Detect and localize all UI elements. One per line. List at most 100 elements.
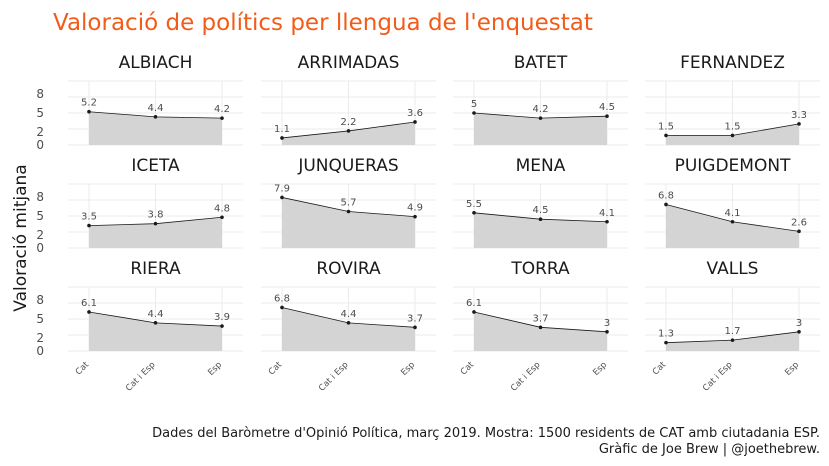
panel-title: ALBIACH xyxy=(119,53,193,73)
area-fill xyxy=(666,123,799,145)
data-point xyxy=(153,115,158,119)
panel-title: ROVIRA xyxy=(316,259,381,279)
data-label: 3.6 xyxy=(407,108,423,119)
data-point xyxy=(605,330,609,334)
data-point xyxy=(346,321,351,325)
data-label: 2.2 xyxy=(341,117,357,128)
x-tick-label: Cat i Esp xyxy=(124,360,158,394)
data-point xyxy=(538,325,543,330)
data-point xyxy=(472,310,476,314)
x-tick-label: Cat i Esp xyxy=(317,360,351,394)
x-tick-label: Esp xyxy=(783,360,801,378)
y-tick-label: 8 xyxy=(36,87,44,101)
panel-mena: MENA 5.5 4.5 4.1 xyxy=(453,156,628,249)
panel-title: PUIGDEMONT xyxy=(675,156,791,176)
data-point xyxy=(346,129,351,133)
data-label: 1.1 xyxy=(274,124,290,135)
data-label: 3.3 xyxy=(791,110,807,121)
area-fill xyxy=(89,111,222,145)
area-fill xyxy=(282,307,415,351)
data-point xyxy=(472,111,476,115)
caption-source: Dades del Baròmetre d'Opinió Política, m… xyxy=(152,426,820,441)
data-label: 3 xyxy=(604,318,610,329)
x-tick-label: Esp xyxy=(399,360,417,378)
data-point xyxy=(730,338,735,342)
panel-fernandez: FERNANDEZ 1.5 1.5 3.3 xyxy=(645,53,820,146)
data-point xyxy=(153,321,158,325)
data-label: 4.1 xyxy=(725,208,741,219)
data-label: 4.5 xyxy=(533,205,549,216)
data-point xyxy=(664,202,668,207)
panel-title: VALLS xyxy=(707,259,759,279)
data-point xyxy=(413,325,417,330)
panel-junqueras: JUNQUERAS 7.9 5.7 4.9 xyxy=(261,156,436,249)
y-tick-label: 0 xyxy=(36,241,44,255)
data-label: 5.7 xyxy=(341,198,357,209)
panel-albiach: ALBIACH 5.2 4.4 4.2 02 5 8 xyxy=(36,53,243,152)
area-fill xyxy=(282,121,415,145)
data-point xyxy=(538,116,543,120)
y-tick-label: 2 xyxy=(36,125,44,139)
data-point xyxy=(153,221,158,226)
data-label: 6.1 xyxy=(466,298,482,309)
y-tick-label: 2 xyxy=(36,228,44,242)
data-label: 3.7 xyxy=(533,313,549,324)
data-label: 4.8 xyxy=(214,203,230,214)
data-label: 3.8 xyxy=(148,210,164,221)
data-point xyxy=(413,214,417,219)
x-tick-label: Cat xyxy=(267,360,285,378)
panel-torra: TORRA 6.1 3.7 3 Cat Cat i Esp Esp xyxy=(453,259,628,394)
y-axis-label: Valoració mitjana xyxy=(11,164,31,311)
x-tick-label: Esp xyxy=(591,360,609,378)
data-point xyxy=(605,219,609,224)
data-label: 4.4 xyxy=(148,103,164,114)
caption-credit: Gràfic de Joe Brew | @joethebrew. xyxy=(599,442,820,457)
y-tick-label: 0 xyxy=(36,138,44,152)
y-tick-label: 8 xyxy=(36,293,44,307)
panel-batet: BATET 5 4.2 4.5 xyxy=(453,53,628,146)
data-label: 5.5 xyxy=(466,199,482,210)
y-tick-label: 5 xyxy=(36,312,44,326)
data-point xyxy=(87,109,91,114)
panel-title: BATET xyxy=(514,53,568,73)
data-point xyxy=(220,215,224,220)
area-fill xyxy=(474,311,607,351)
data-point xyxy=(346,209,351,214)
x-tick-label: Cat xyxy=(74,360,92,378)
data-point xyxy=(605,114,609,118)
data-point xyxy=(220,116,224,120)
panel-puigdemont: PUIGDEMONT 6.8 4.1 2.6 xyxy=(645,156,820,249)
data-point xyxy=(797,330,801,334)
data-point xyxy=(797,122,801,126)
data-label: 2.6 xyxy=(791,217,807,228)
data-label: 3 xyxy=(796,318,802,329)
panel-title: ARRIMADAS xyxy=(298,53,400,73)
x-tick-label: Cat xyxy=(651,360,669,378)
area-fill xyxy=(89,311,222,351)
data-label: 3.9 xyxy=(214,312,230,323)
data-point xyxy=(220,324,224,328)
data-label: 3.5 xyxy=(81,212,97,223)
x-tick-label: Cat xyxy=(459,360,477,378)
data-label: 3.7 xyxy=(407,313,423,324)
data-point xyxy=(472,211,476,215)
area-fill xyxy=(474,212,607,248)
area-fill xyxy=(474,113,607,145)
data-point xyxy=(664,133,668,138)
y-tick-label: 0 xyxy=(36,344,44,358)
data-label: 4.9 xyxy=(407,203,423,214)
data-label: 7.9 xyxy=(274,183,290,194)
data-label: 5.2 xyxy=(81,98,97,109)
data-label: 4.4 xyxy=(341,309,357,320)
x-tick-label: Cat i Esp xyxy=(509,360,543,394)
data-point xyxy=(797,229,801,234)
x-tick-label: Cat i Esp xyxy=(701,360,735,394)
data-label: 4.5 xyxy=(599,102,615,113)
area-fill xyxy=(666,204,799,248)
data-point xyxy=(730,133,735,138)
panel-rovira: ROVIRA 6.8 4.4 3.7 Cat Cat i Esp Esp xyxy=(261,259,436,394)
panel-title: TORRA xyxy=(510,259,570,279)
data-point xyxy=(280,136,284,140)
panel-title: JUNQUERAS xyxy=(297,156,398,176)
